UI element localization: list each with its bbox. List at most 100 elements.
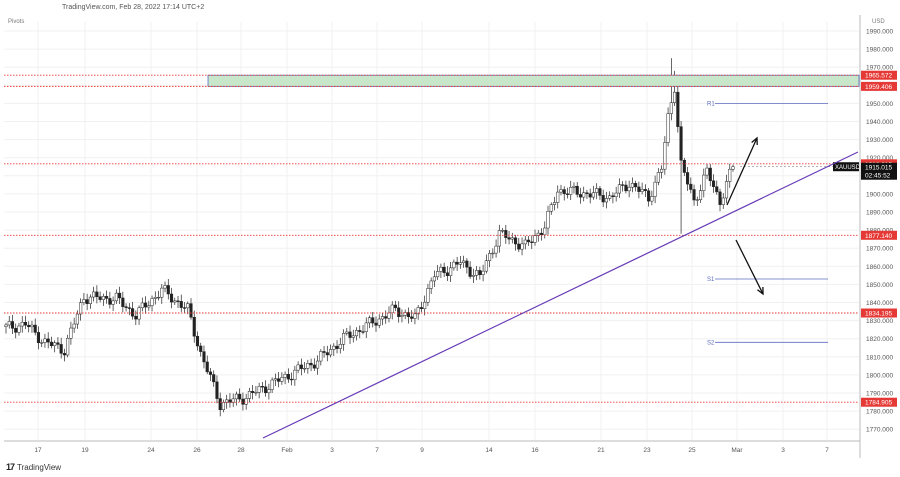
candle-body [689, 183, 693, 190]
candle-body [85, 299, 89, 304]
candle-body [445, 272, 449, 276]
candle-body [43, 338, 47, 343]
candle-body [10, 321, 15, 329]
x-tick-label: 23 [643, 447, 651, 454]
candle-body [303, 368, 307, 370]
candle-body [72, 323, 76, 329]
candle-body [36, 332, 41, 344]
candle-body [403, 312, 407, 316]
pivot-label: S1 [707, 277, 715, 283]
candle-body [679, 126, 683, 161]
candle-body [705, 167, 709, 176]
candle-body [387, 312, 391, 319]
candle-body [182, 307, 187, 309]
candle-body [124, 306, 128, 308]
candle-body [257, 386, 261, 393]
candle-body [624, 184, 628, 192]
bullish-arrow-shaft [726, 137, 758, 206]
candle-body [179, 301, 183, 308]
x-tick-label: Feb [281, 447, 293, 454]
candle-body [358, 330, 362, 332]
candle-body [601, 195, 605, 203]
candle-body [82, 299, 86, 303]
candle-body [33, 324, 37, 333]
bullish-arrow-head [751, 136, 758, 146]
bearish-arrow-head [757, 286, 764, 296]
level-price-tag [861, 397, 897, 407]
x-tick-label: 9 [420, 447, 424, 454]
candle-body [251, 391, 255, 393]
candle-body [390, 304, 394, 314]
candle-body [280, 377, 284, 382]
candle-body [695, 199, 699, 201]
candle-body [345, 331, 349, 334]
candle-body [611, 195, 615, 197]
candle-body [484, 260, 488, 272]
current-price-tag [861, 162, 897, 180]
symbol-tag [833, 162, 859, 172]
candle-body [543, 227, 547, 236]
candle-body [728, 168, 732, 182]
candle-body [299, 364, 303, 369]
candle-body [147, 305, 151, 308]
indicator-label[interactable]: Pivots [8, 19, 25, 25]
candle-body [169, 293, 174, 303]
candle-body [556, 191, 560, 203]
candle-body [114, 292, 118, 302]
candle-body [189, 303, 193, 318]
candle-body [173, 300, 177, 303]
candle-body [335, 345, 339, 349]
candle-body [731, 166, 735, 170]
candle-body [501, 230, 505, 232]
y-tick-label: 1990.000 [866, 29, 893, 36]
y-tick-label: 1940.000 [866, 119, 893, 126]
candle-body [53, 342, 57, 346]
y-tick-label: 1970.000 [866, 65, 893, 72]
candle-body [46, 338, 50, 343]
x-tick-label: 3 [330, 447, 334, 454]
candle-body [127, 307, 131, 309]
logo-text: TradingView [17, 462, 62, 472]
candle-body [676, 91, 680, 127]
candle-body [121, 297, 125, 307]
candle-body [4, 324, 8, 328]
candle-body [296, 364, 300, 371]
candle-body [40, 342, 44, 344]
y-tick-label: 1950.000 [866, 101, 893, 108]
candle-body [637, 186, 641, 192]
level-price-tag [861, 230, 897, 240]
candle-body [111, 300, 115, 305]
y-tick-label: 1850.000 [866, 282, 893, 289]
candle-body [393, 304, 398, 309]
candle-body [27, 324, 31, 328]
y-tick-label: 1840.000 [866, 300, 893, 307]
candle-body [400, 315, 404, 317]
candle-body [309, 363, 313, 366]
level-price-tag [861, 81, 897, 91]
candle-body [442, 266, 446, 274]
candle-body [160, 287, 164, 298]
candle-body [549, 204, 553, 212]
candle-body [526, 239, 531, 243]
candle-body [634, 183, 638, 188]
candle-body [312, 364, 316, 369]
x-tick-label: 14 [485, 447, 493, 454]
candle-body [264, 386, 268, 394]
candle-body [218, 398, 222, 410]
candle-body [507, 237, 511, 240]
candle-body [569, 187, 573, 195]
level-price-label: 1784.905 [865, 400, 892, 407]
candle-body [98, 296, 102, 300]
candle-body [504, 230, 508, 238]
candlesticks [4, 58, 735, 417]
candle-body [436, 271, 440, 278]
y-tick-label: 1790.000 [866, 391, 893, 398]
y-tick-label: 1860.000 [866, 264, 893, 271]
candle-body [247, 391, 251, 399]
candle-body [481, 270, 485, 275]
candle-body [608, 195, 612, 199]
candle-body [533, 235, 537, 243]
candle-body [319, 351, 323, 362]
candle-body [598, 188, 602, 196]
